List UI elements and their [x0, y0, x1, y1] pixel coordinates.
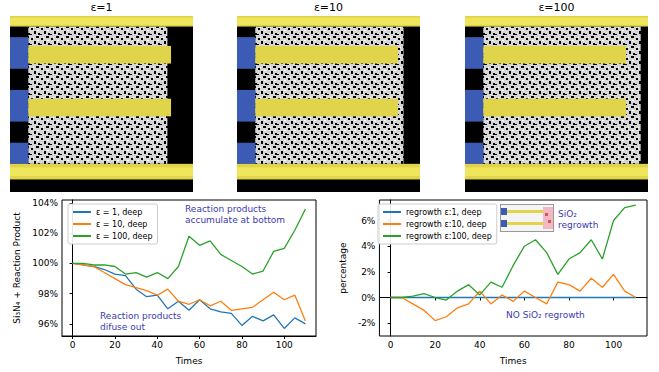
svg-text:100: 100 — [605, 340, 622, 350]
svg-text:80: 80 — [563, 340, 575, 350]
svg-text:98%: 98% — [38, 289, 58, 299]
svg-text:percentage: percentage — [338, 242, 348, 294]
svg-text:0%: 0% — [361, 293, 376, 303]
svg-text:ε = 100, deep: ε = 100, deep — [96, 232, 152, 241]
svg-text:Reaction products: Reaction products — [100, 311, 182, 321]
svg-text:ε = 1, deep: ε = 1, deep — [96, 208, 142, 217]
svg-text:40: 40 — [474, 340, 486, 350]
svg-text:regrowth: regrowth — [558, 220, 598, 230]
svg-text:Times: Times — [175, 356, 203, 366]
svg-text:80: 80 — [236, 340, 248, 350]
svg-text:100%: 100% — [32, 258, 58, 268]
svg-text:0: 0 — [388, 340, 394, 350]
svg-text:0: 0 — [70, 340, 76, 350]
html-text:ε=100: ε=100 — [538, 1, 575, 14]
svg-text:Reaction products: Reaction products — [185, 204, 267, 214]
html-text:ε=1: ε=1 — [90, 1, 113, 14]
html-text:ε=10: ε=10 — [313, 1, 344, 14]
svg-text:NO SiO₂ regrowth: NO SiO₂ regrowth — [506, 310, 585, 320]
svg-text:96%: 96% — [38, 319, 58, 329]
svg-text:regrowth ε:1, deep: regrowth ε:1, deep — [406, 208, 482, 217]
svg-text:40: 40 — [152, 340, 164, 350]
svg-text:20: 20 — [109, 340, 121, 350]
svg-text:Si₃N₄ + Reaction Product: Si₃N₄ + Reaction Product — [12, 212, 22, 324]
svg-text:regrowth ε:100, deep: regrowth ε:100, deep — [406, 232, 492, 241]
svg-text:102%: 102% — [32, 228, 58, 238]
svg-text:-2%: -2% — [358, 318, 376, 328]
svg-text:104%: 104% — [32, 198, 58, 208]
svg-text:60: 60 — [194, 340, 206, 350]
svg-text:20: 20 — [429, 340, 441, 350]
svg-text:6%: 6% — [361, 216, 376, 226]
svg-text:100: 100 — [276, 340, 293, 350]
svg-text:SiO₂: SiO₂ — [558, 209, 577, 219]
svg-text:2%: 2% — [361, 267, 376, 277]
svg-text:ε = 10, deep: ε = 10, deep — [96, 220, 147, 229]
svg-text:regrowth ε:10, deep: regrowth ε:10, deep — [406, 220, 487, 229]
svg-text:accumulate at bottom: accumulate at bottom — [185, 215, 285, 225]
svg-text:difuse out: difuse out — [100, 322, 145, 332]
svg-text:Times: Times — [499, 356, 527, 366]
svg-text:60: 60 — [519, 340, 531, 350]
svg-text:4%: 4% — [361, 241, 376, 251]
